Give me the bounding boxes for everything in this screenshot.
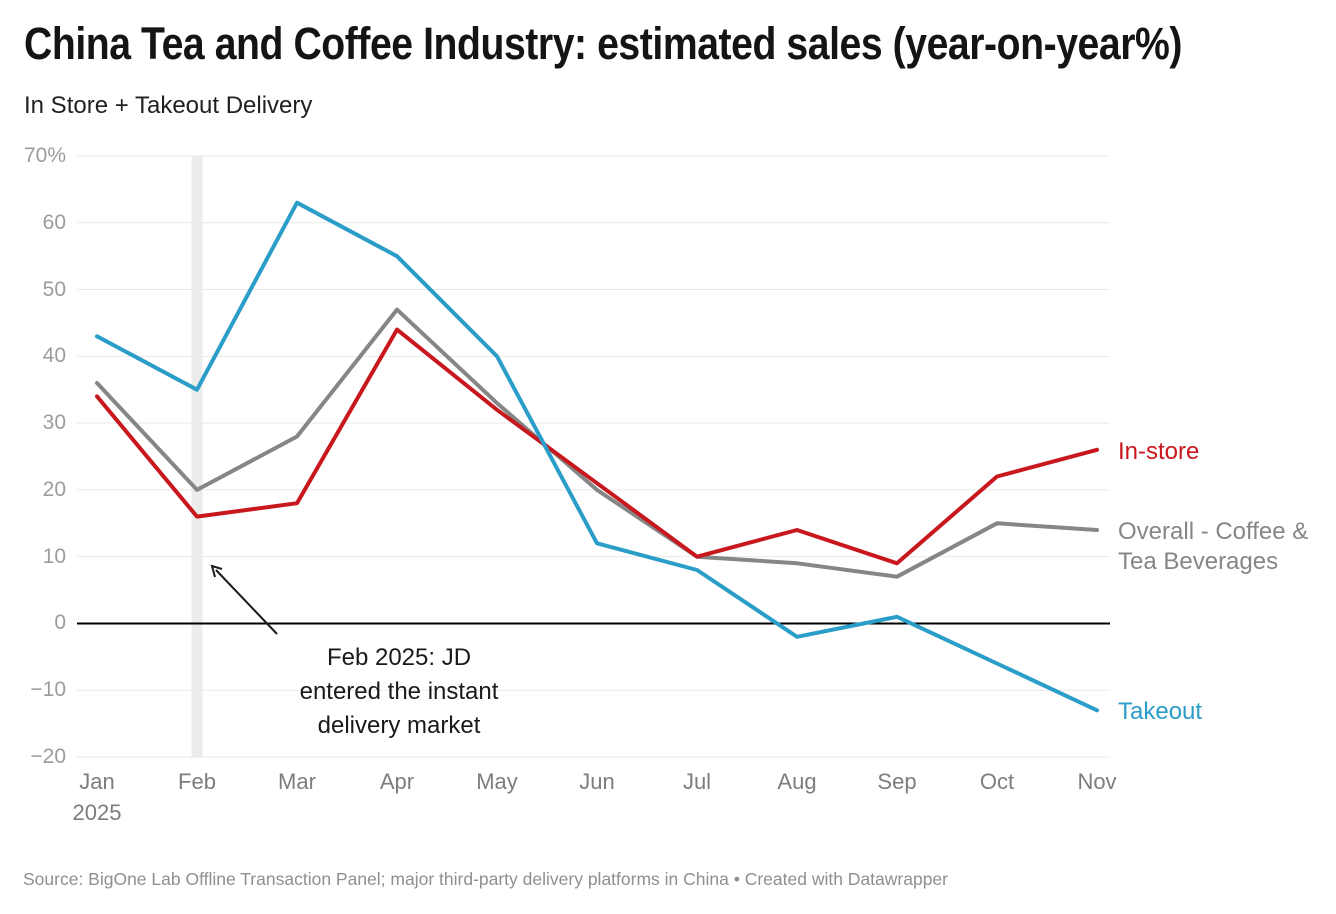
highlight-band-feb bbox=[191, 156, 203, 757]
series-line-takeout bbox=[95, 200, 1099, 713]
series-line-in-store bbox=[95, 327, 1099, 566]
series-line-overall-coffee-tea-beverages bbox=[95, 307, 1099, 579]
annotation-arrow-shaft bbox=[215, 569, 278, 635]
annotation-arrow-head bbox=[210, 564, 223, 578]
chart-title: China Tea and Coffee Industry: estimated… bbox=[24, 18, 1183, 69]
chart-subtitle: In Store + Takeout Delivery bbox=[24, 92, 313, 119]
source-credit: Source: BigOne Lab Offline Transaction P… bbox=[23, 869, 948, 889]
